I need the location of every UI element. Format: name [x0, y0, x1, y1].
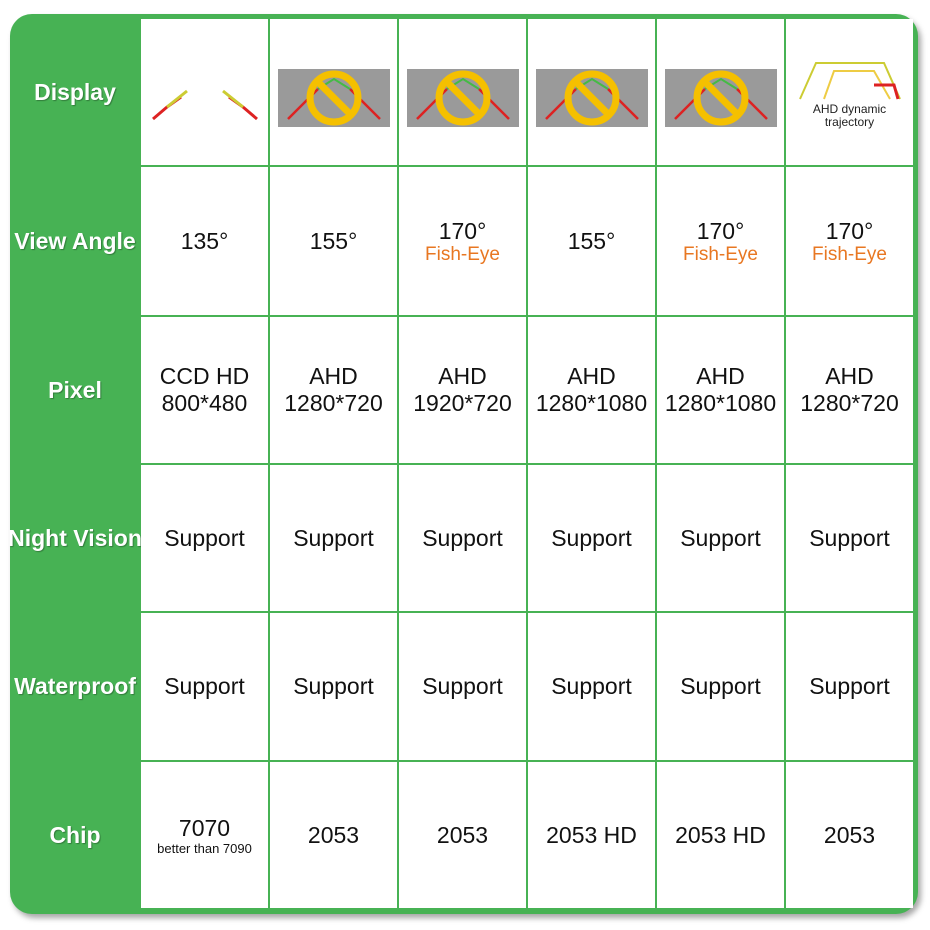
- display-icon: [664, 69, 777, 127]
- cell-text: Support: [680, 524, 761, 551]
- cell-text: 155°: [567, 227, 616, 254]
- table-cell: Support: [786, 465, 913, 611]
- cell-text: Support: [809, 524, 890, 551]
- display-icon: [406, 69, 519, 127]
- cell-text: Support: [164, 673, 245, 699]
- table-cell: AHD 1280*720: [270, 317, 397, 463]
- table-cell: AHD dynamic trajectory: [786, 19, 913, 165]
- cell-text: Support: [422, 673, 503, 699]
- table-cell: 7070 better than 7090: [141, 762, 268, 908]
- cell-text: Support: [164, 524, 245, 551]
- display-note: AHD dynamic: [812, 102, 887, 116]
- cell-text: better than 7090: [157, 840, 252, 856]
- table-cell: 2053: [270, 762, 397, 908]
- cell-text: Support: [293, 673, 374, 699]
- cell-text: 155°: [309, 227, 358, 254]
- table-cell: Support: [270, 613, 397, 760]
- table-cell: [399, 19, 526, 165]
- cell-text: 1280*720: [284, 390, 383, 416]
- table-cell: AHD 1280*1080: [657, 317, 784, 463]
- cell-text: AHD: [567, 363, 616, 389]
- cell-text: Support: [293, 524, 374, 551]
- cell-text: 2053: [307, 821, 360, 848]
- cell-text: Fish-Eye: [812, 243, 887, 265]
- cell-text: 2053: [436, 821, 489, 848]
- table-cell: [270, 19, 397, 165]
- table-cell: 2053 HD: [528, 762, 655, 908]
- table-cell: [657, 19, 784, 165]
- table-cell: 2053 HD: [657, 762, 784, 908]
- display-icon: [277, 69, 390, 127]
- row-label: Pixel: [48, 376, 102, 403]
- table-cell: 170° Fish-Eye: [399, 167, 526, 315]
- table-cell: 155°: [270, 167, 397, 315]
- cell-text: Fish-Eye: [683, 243, 758, 265]
- cell-text: AHD: [438, 363, 487, 389]
- cell-text: 170°: [438, 217, 487, 244]
- cell-text: Support: [809, 673, 890, 699]
- cell-text: 1920*720: [413, 390, 512, 416]
- table-cell: 2053: [399, 762, 526, 908]
- cell-text: Support: [551, 524, 632, 551]
- cell-text: AHD: [309, 363, 358, 389]
- display-note: trajectory: [824, 115, 875, 129]
- row-label: Night Vision: [8, 524, 142, 551]
- cell-text: 2053 HD: [546, 821, 637, 848]
- table-cell: Support: [657, 465, 784, 611]
- cell-text: 135°: [180, 227, 229, 254]
- table-cell: Support: [399, 465, 526, 611]
- cell-text: Fish-Eye: [425, 243, 500, 265]
- cell-text: 800*480: [161, 390, 248, 416]
- row-label: Waterproof: [14, 673, 136, 699]
- table-cell: Support: [528, 613, 655, 760]
- display-icon: [535, 69, 648, 127]
- cell-text: CCD HD: [159, 363, 250, 389]
- table-cell: Support: [141, 465, 268, 611]
- table-cell: 135°: [141, 167, 268, 315]
- cell-text: 1280*1080: [664, 390, 777, 416]
- row-label: Display: [34, 78, 116, 105]
- table-cell: Support: [786, 613, 913, 760]
- cell-text: AHD: [825, 363, 874, 389]
- table-cell: 2053: [786, 762, 913, 908]
- table-cell: 170° Fish-Eye: [657, 167, 784, 315]
- display-icon: [149, 67, 258, 129]
- table-cell: AHD 1920*720: [399, 317, 526, 463]
- cell-text: Support: [551, 673, 632, 699]
- cell-text: 2053: [823, 821, 876, 848]
- table-cell: Support: [399, 613, 526, 760]
- cell-text: 1280*1080: [535, 390, 648, 416]
- table-cell: AHD 1280*720: [786, 317, 913, 463]
- cell-text: Support: [422, 524, 503, 551]
- table-cell: AHD 1280*1080: [528, 317, 655, 463]
- cell-text: 2053 HD: [675, 821, 766, 848]
- table-cell: Support: [141, 613, 268, 760]
- table-cell: Support: [270, 465, 397, 611]
- cell-text: 7070: [178, 814, 231, 841]
- row-label: Chip: [49, 821, 101, 848]
- table-cell: Support: [657, 613, 784, 760]
- cell-text: 1280*720: [800, 390, 899, 416]
- display-icon: [798, 62, 901, 100]
- table-cell: [528, 19, 655, 165]
- cell-text: AHD: [696, 363, 745, 389]
- cell-text: 170°: [696, 217, 745, 244]
- table-cell: 155°: [528, 167, 655, 315]
- row-label: View Angle: [14, 227, 136, 254]
- table-cell: Support: [528, 465, 655, 611]
- table-cell: 170° Fish-Eye: [786, 167, 913, 315]
- cell-text: 170°: [825, 217, 874, 244]
- table-cell: CCD HD 800*480: [141, 317, 268, 463]
- cell-text: Support: [680, 673, 761, 699]
- table-cell: [141, 19, 268, 165]
